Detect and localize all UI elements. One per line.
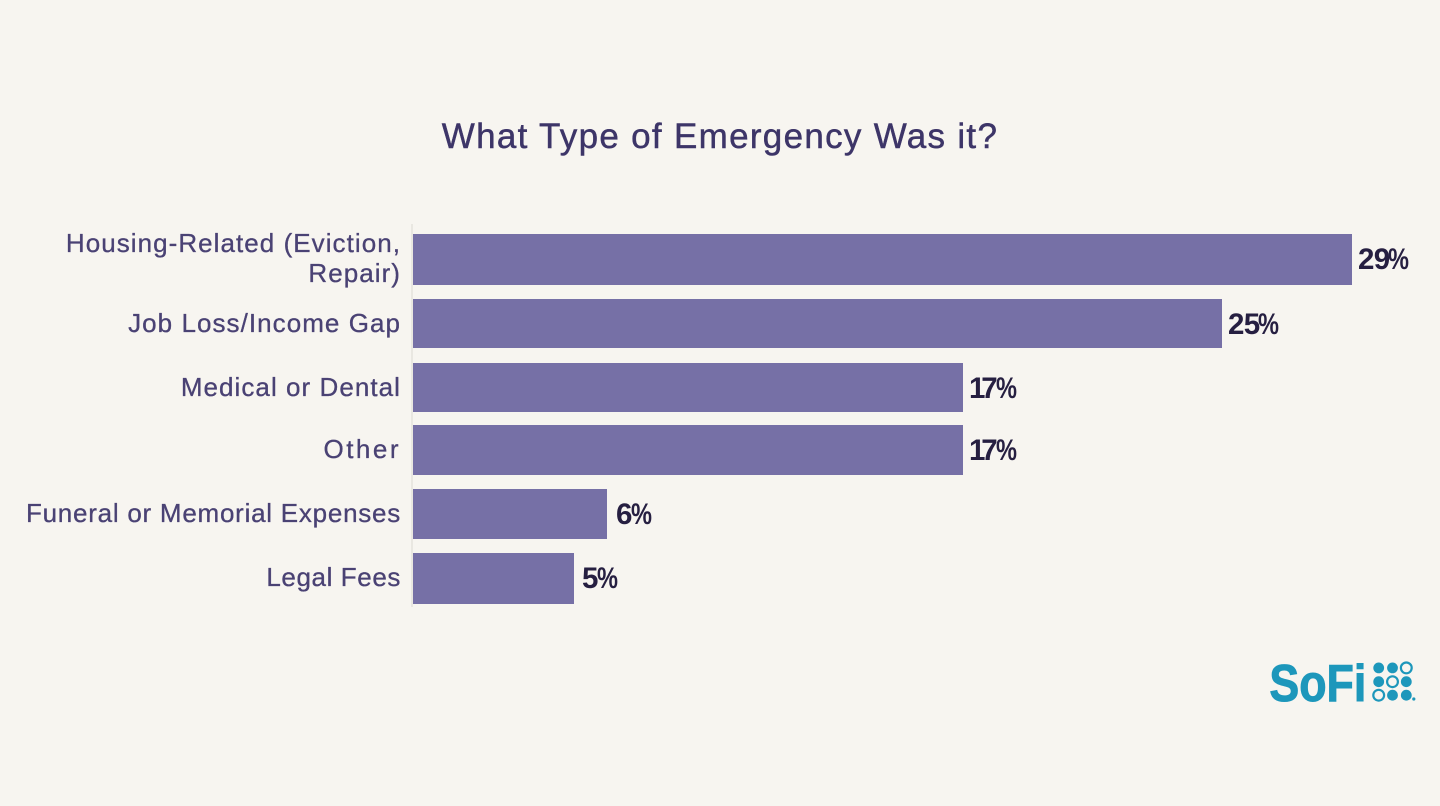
svg-text:SoFi: SoFi xyxy=(1269,655,1366,707)
